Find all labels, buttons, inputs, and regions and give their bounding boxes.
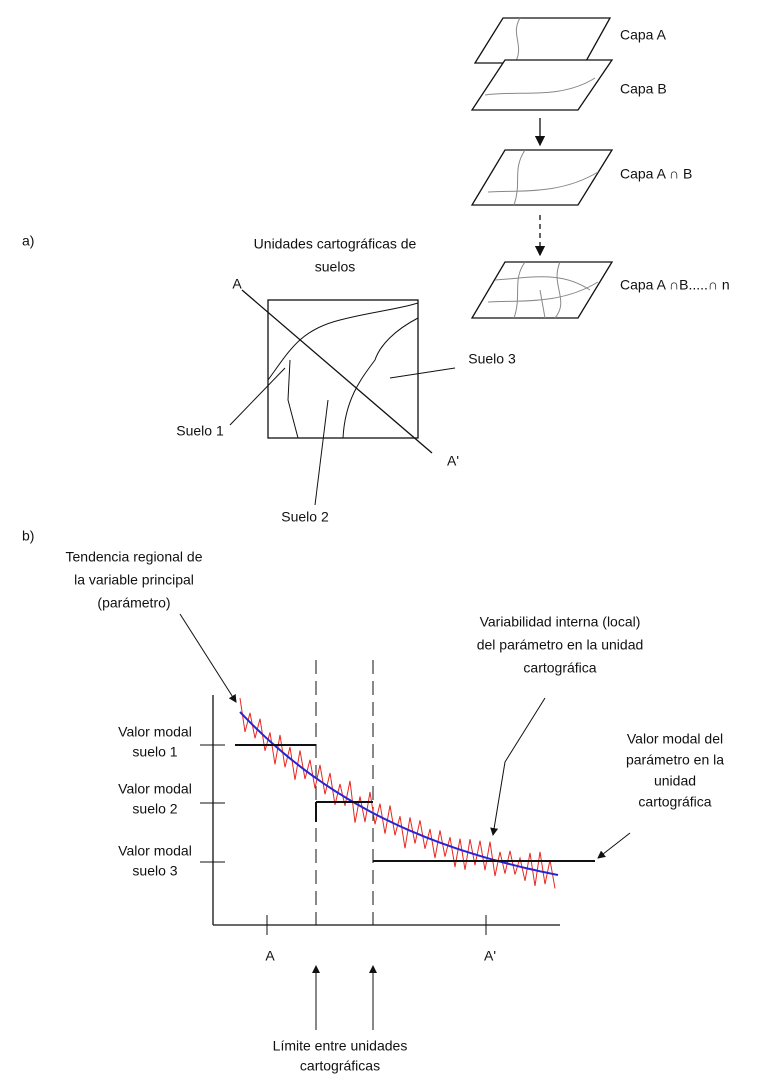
annotation: unidad	[654, 773, 696, 789]
regional-trend	[240, 712, 558, 875]
annotation: Variabilidad interna (local)	[480, 614, 641, 630]
soil-label: Suelo 1	[176, 423, 224, 439]
panel-a: a) Unidades cartográficas de suelos A A'…	[22, 233, 516, 525]
page: Capa A Capa B Capa A ∩ B Capa A ∩B.....∩…	[0, 0, 784, 1076]
layer-label: Capa A ∩ B	[620, 166, 692, 182]
annotation: cartográficas	[300, 1058, 380, 1074]
x-label: A'	[484, 948, 496, 964]
layer-label: Capa A ∩B.....∩ n	[620, 277, 730, 293]
annotation: del parámetro en la unidad	[477, 637, 644, 653]
modal-label: suelo 2	[132, 801, 177, 817]
x-label: A	[265, 948, 275, 964]
soil-label: Suelo 2	[281, 509, 329, 525]
local-variability	[240, 698, 555, 888]
section-label: A'	[447, 453, 459, 469]
section-label: A	[232, 276, 242, 292]
figure: Capa A Capa B Capa A ∩ B Capa A ∩B.....∩…	[0, 0, 784, 1076]
annotation: parámetro en la	[626, 752, 724, 768]
panel-label: b)	[22, 528, 34, 544]
annotation: Valor modal del	[627, 731, 723, 747]
modal-label: Valor modal	[118, 781, 192, 797]
layer-label: Capa A	[620, 27, 667, 43]
annotation: cartográfica	[523, 660, 596, 676]
annotation: (parámetro)	[97, 595, 170, 611]
panel-b: b) Tendencia regional de la variable pri…	[22, 528, 724, 1074]
modal-label: Valor modal	[118, 843, 192, 859]
annotation: Tendencia regional de	[66, 549, 203, 565]
soil-label: Suelo 3	[468, 351, 516, 367]
panel-title: Unidades cartográficas de	[254, 236, 417, 252]
annotation: cartográfica	[638, 794, 711, 810]
panel-title: suelos	[315, 259, 355, 275]
layer-label: Capa B	[620, 81, 667, 97]
panel-label: a)	[22, 233, 34, 249]
modal-label: suelo 1	[132, 744, 177, 760]
annotation: la variable principal	[74, 572, 194, 588]
annotation: Límite entre unidades	[273, 1038, 408, 1054]
layer-stack: Capa A Capa B Capa A ∩ B Capa A ∩B.....∩…	[472, 18, 730, 318]
modal-label: suelo 3	[132, 863, 177, 879]
modal-label: Valor modal	[118, 724, 192, 740]
